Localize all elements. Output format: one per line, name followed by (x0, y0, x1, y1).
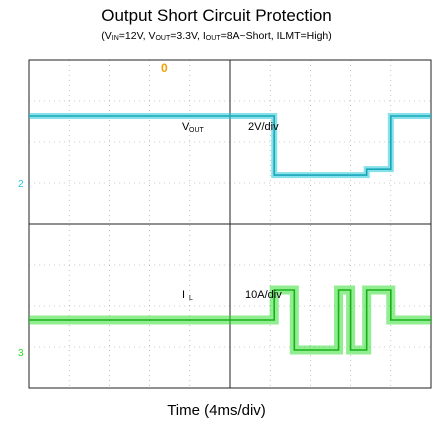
vin-value: =12V, (118, 30, 149, 42)
iout-label: I (202, 30, 206, 42)
vout-trace (29, 115, 431, 176)
x-axis-label: Time (4ms/div) (167, 402, 266, 419)
vin-label: V (104, 30, 112, 42)
vout-scale: 2V/div (248, 121, 279, 133)
il-label: I (182, 289, 185, 301)
ch2-marker: 2 (18, 179, 24, 190)
iout-value: =8A~Short, ILMT=High) (220, 30, 332, 42)
chart-subtitle: (VIN=12V, VOUT=3.3V, IOUT=8A~Short, ILMT… (101, 30, 332, 42)
vout-label-sub: OUT (189, 127, 205, 134)
ch3-marker: 3 (18, 348, 24, 359)
il-scale: 10A/div (245, 289, 282, 301)
vin-sub: IN (111, 35, 119, 42)
vout-sub: OUT (155, 35, 171, 42)
il-label-sub: L (189, 295, 193, 302)
iout-sub: OUT (205, 35, 221, 42)
il-trace (29, 289, 431, 351)
trigger-marker: 0 (161, 61, 168, 75)
vout-label: V (148, 30, 156, 42)
vout-value: =3.3V, (170, 30, 203, 42)
chart-title: Output Short Circuit Protection (101, 6, 332, 25)
vout-label: V (182, 121, 190, 133)
